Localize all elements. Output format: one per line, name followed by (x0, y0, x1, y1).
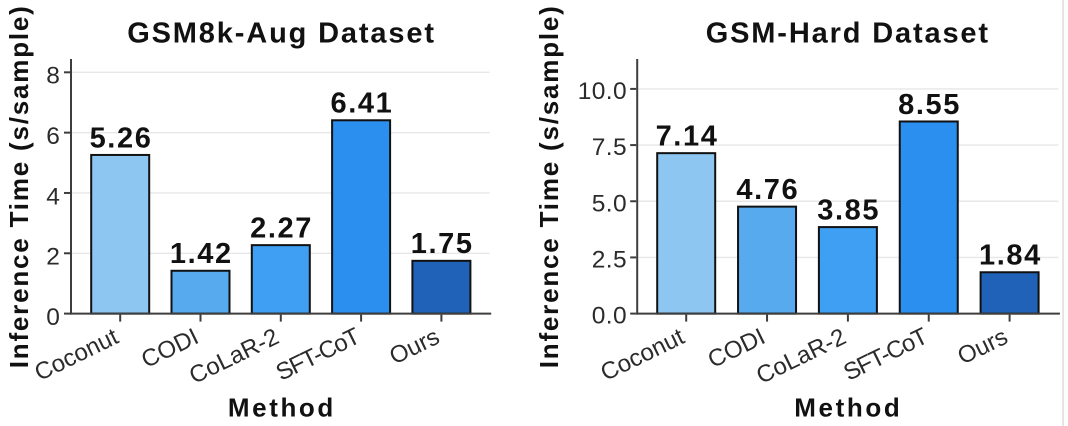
svg-text:6: 6 (46, 123, 60, 150)
svg-text:2: 2 (46, 244, 60, 271)
svg-text:GSM8k-Aug Dataset: GSM8k-Aug Dataset (127, 18, 436, 50)
svg-text:7.5: 7.5 (592, 134, 627, 161)
svg-text:0.0: 0.0 (592, 303, 627, 330)
svg-text:0: 0 (46, 304, 60, 331)
svg-text:7.14: 7.14 (656, 121, 719, 153)
svg-text:1.75: 1.75 (411, 228, 474, 260)
svg-text:8.55: 8.55 (898, 89, 961, 121)
svg-text:Inference Time (s/sample): Inference Time (s/sample) (4, 4, 34, 368)
svg-text:5.26: 5.26 (90, 122, 153, 154)
svg-text:Method: Method (228, 393, 336, 423)
svg-text:3.85: 3.85 (817, 194, 880, 226)
svg-text:4.76: 4.76 (736, 174, 799, 206)
svg-text:10.0: 10.0 (578, 78, 627, 105)
svg-text:2.27: 2.27 (250, 213, 313, 245)
svg-text:1.42: 1.42 (170, 238, 233, 270)
svg-text:8: 8 (46, 63, 60, 90)
svg-text:Method: Method (794, 393, 902, 423)
svg-text:4: 4 (46, 183, 60, 210)
svg-text:5.0: 5.0 (592, 190, 627, 217)
svg-text:GSM-Hard Dataset: GSM-Hard Dataset (706, 18, 990, 50)
svg-text:6.41: 6.41 (330, 88, 393, 120)
svg-text:Inference Time (s/sample): Inference Time (s/sample) (534, 4, 564, 368)
svg-text:1.84: 1.84 (979, 240, 1042, 272)
svg-text:2.5: 2.5 (592, 246, 627, 273)
